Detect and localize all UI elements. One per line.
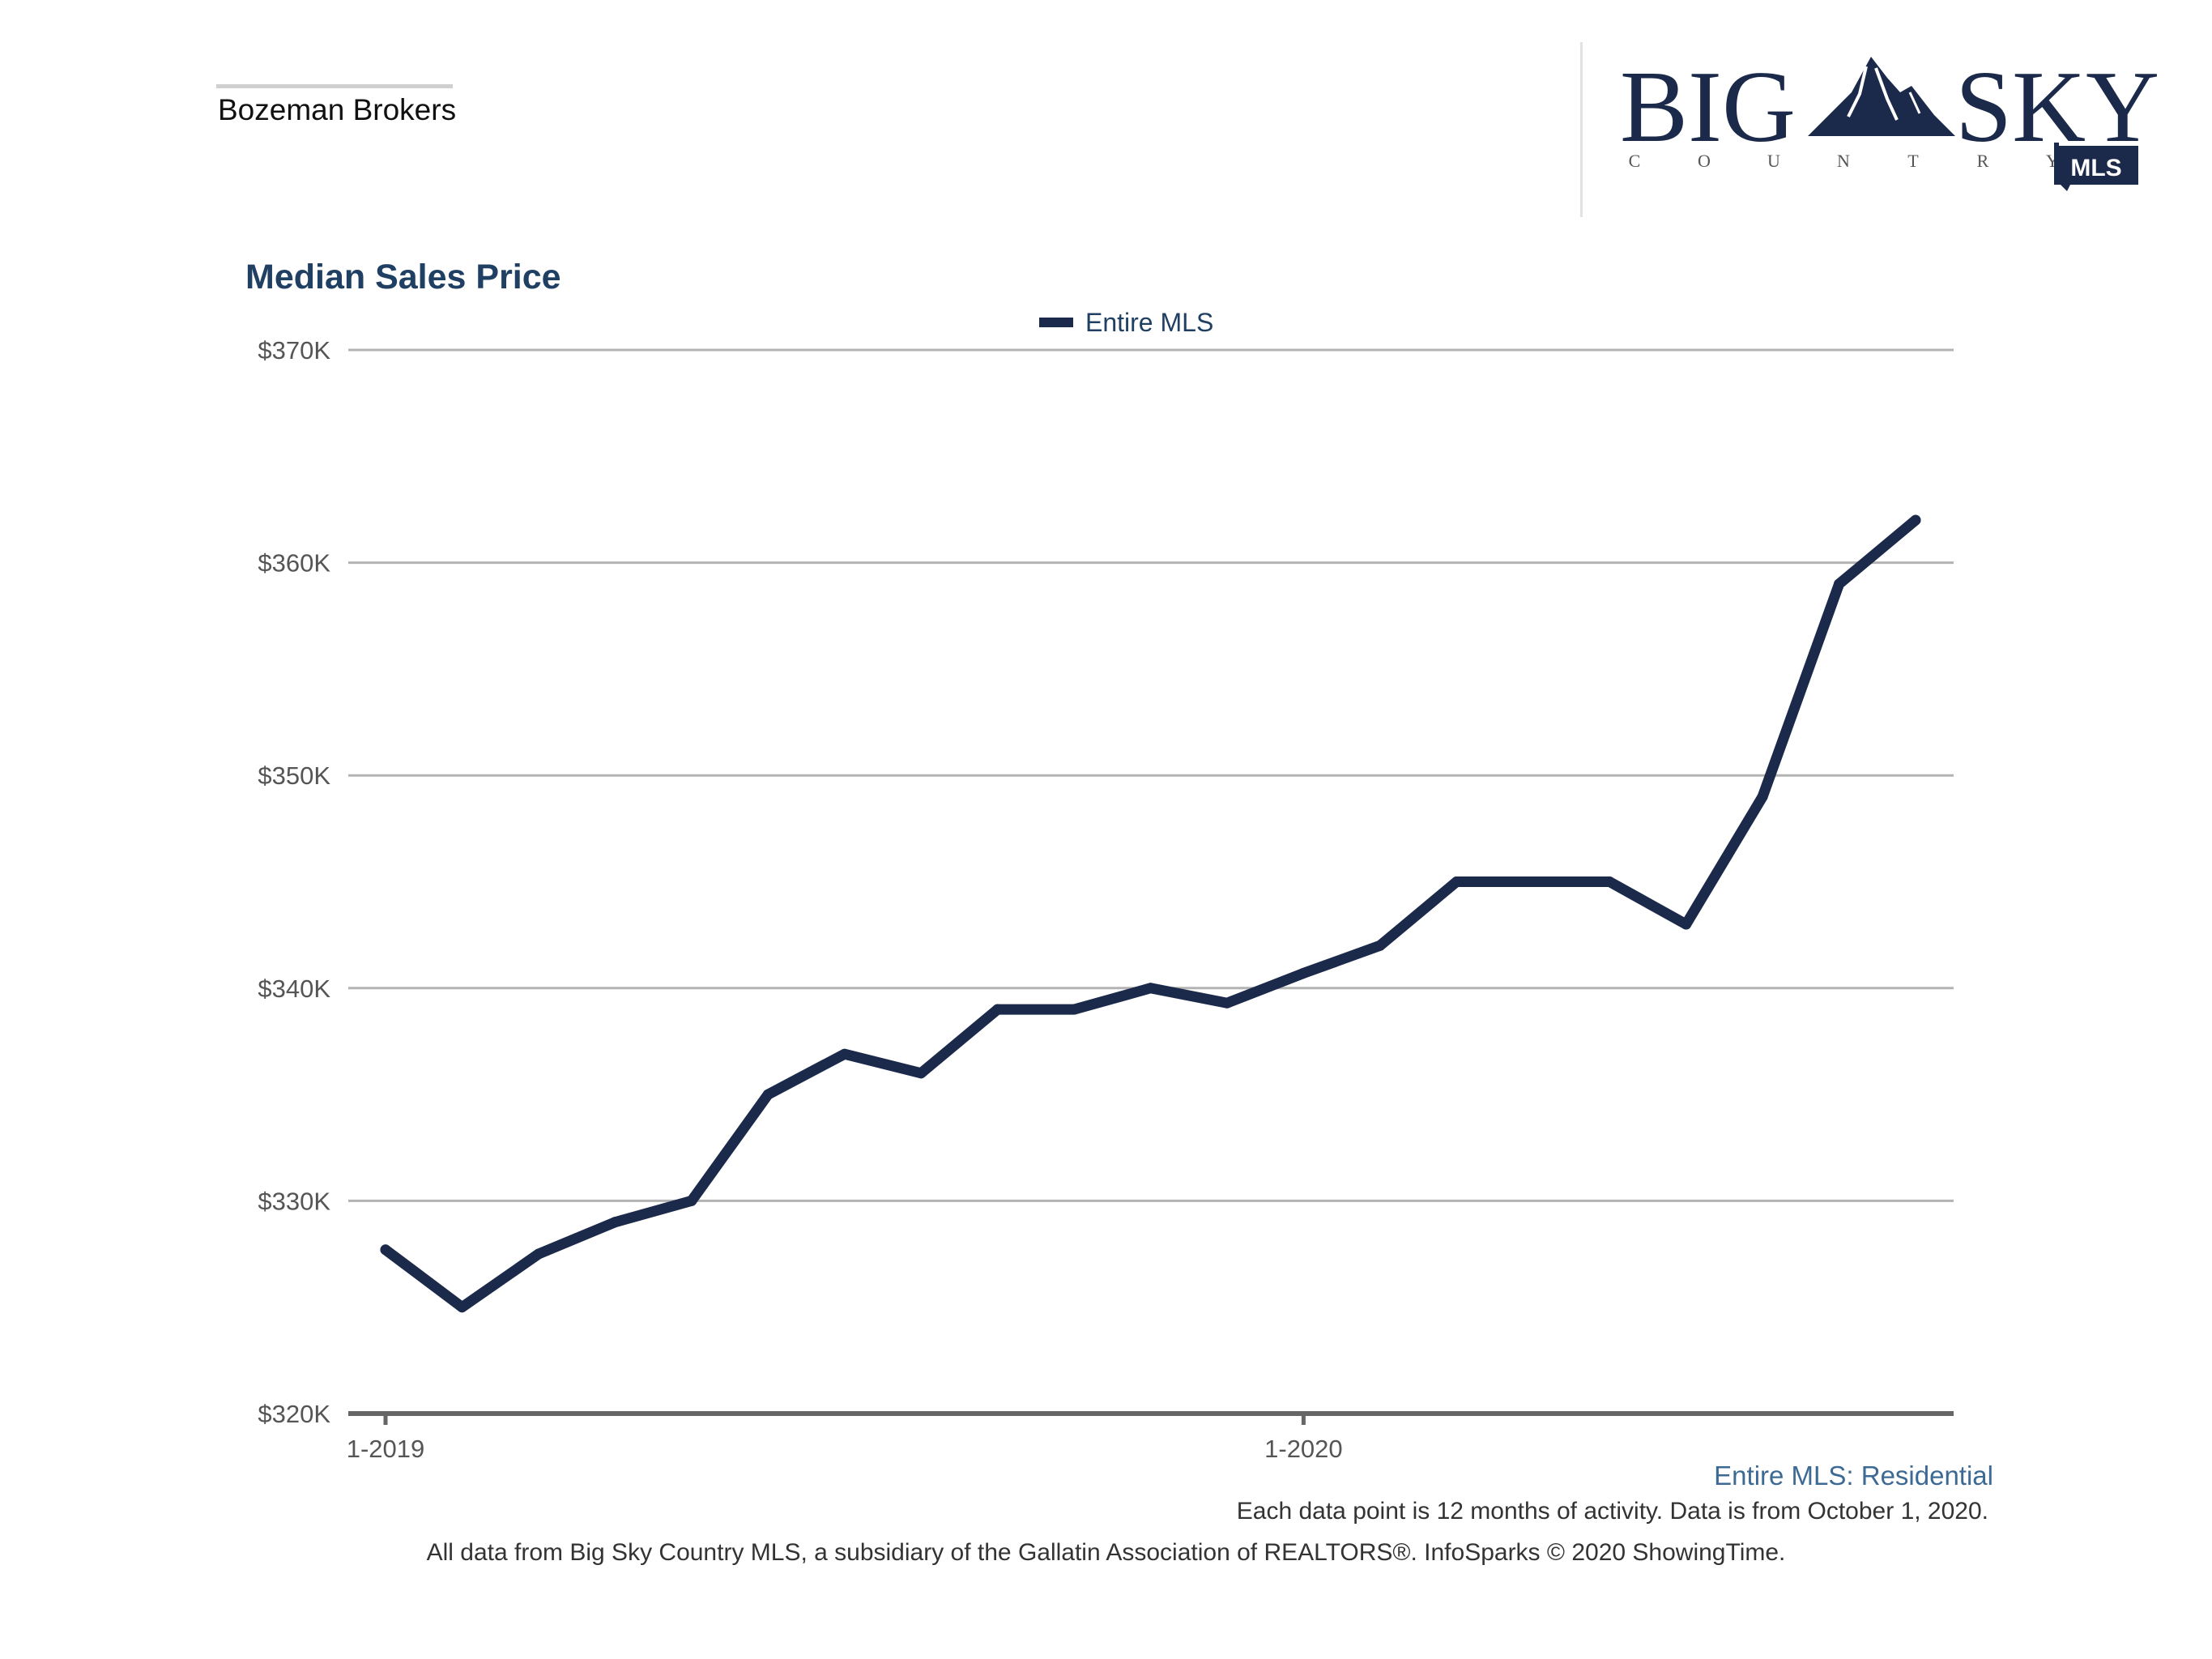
data-point (1375, 940, 1386, 951)
x-tick-label: 1-2019 (347, 1435, 425, 1463)
data-point (1757, 791, 1768, 802)
legend-swatch (1039, 318, 1073, 327)
data-point (380, 1244, 391, 1256)
data-point (1681, 919, 1692, 930)
data-point (1145, 983, 1156, 994)
logo-tagline-letter: U (1767, 151, 1780, 171)
chart-title: Median Sales Price (245, 258, 561, 296)
y-tick-label: $350K (258, 761, 330, 790)
y-tick-label: $330K (258, 1187, 330, 1215)
grid-lines (348, 348, 1954, 1202)
logo-tagline-letter: O (1698, 151, 1711, 171)
data-point (1451, 876, 1462, 887)
data-point (533, 1248, 544, 1260)
y-tick-label: $320K (258, 1400, 330, 1428)
data-point (1298, 967, 1309, 979)
data-point (762, 1089, 774, 1100)
y-tick-label: $370K (258, 336, 330, 365)
y-tick-label: $360K (258, 549, 330, 578)
series-lines (380, 514, 1921, 1313)
data-point (992, 1004, 1004, 1015)
data-point (1834, 578, 1845, 590)
data-point (1604, 876, 1615, 887)
source-credit: All data from Big Sky Country MLS, a sub… (426, 1539, 1786, 1566)
mountain-icon (1808, 57, 1955, 136)
legend: Entire MLS (1039, 308, 1213, 337)
data-note: Each data point is 12 months of activity… (1236, 1498, 1988, 1525)
y-axis-tick-labels: $320K $330K $340K $350K $360K $370K (258, 336, 330, 1428)
data-point (1528, 876, 1539, 887)
legend-label: Entire MLS (1085, 308, 1213, 337)
logo-word-left: BIG (1620, 51, 1796, 164)
header-rule (216, 84, 453, 88)
data-point (915, 1068, 927, 1079)
data-point (1068, 1004, 1080, 1015)
data-point (609, 1217, 620, 1228)
logo-tagline-letter: T (1907, 151, 1919, 171)
logo-tagline-letter: R (1977, 151, 1989, 171)
logo-tagline-letter: N (1837, 151, 1850, 171)
series-line (380, 514, 1921, 1313)
data-point (839, 1048, 850, 1060)
data-point (1221, 997, 1233, 1009)
mls-badge: MLS (2054, 143, 2138, 191)
brokerage-name: Bozeman Brokers (218, 93, 457, 126)
x-tick-label: 1-2020 (1264, 1435, 1343, 1463)
data-point (686, 1195, 697, 1206)
data-subset-label: Entire MLS: Residential (1714, 1461, 1993, 1491)
mls-badge-text: MLS (2070, 155, 2121, 181)
y-tick-label: $340K (258, 975, 330, 1003)
x-axis: 1-2019 1-2020 (347, 1411, 1954, 1463)
data-point (456, 1302, 467, 1313)
logo-tagline-letter: C (1629, 151, 1641, 171)
logo-divider (1580, 42, 1583, 217)
data-point (1910, 514, 1921, 526)
